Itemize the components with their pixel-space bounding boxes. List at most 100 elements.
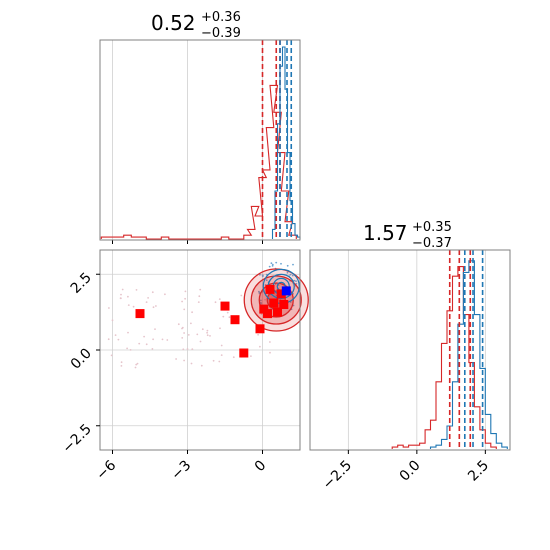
red-square-marker-4 xyxy=(255,324,265,334)
sample-point xyxy=(206,334,209,337)
red-square-marker-2 xyxy=(230,315,240,325)
ytick-label-bottom-left-0: −2.5 xyxy=(59,421,94,456)
sample-point xyxy=(126,347,128,350)
sample-point xyxy=(181,337,184,339)
red-square-marker-8 xyxy=(279,300,289,309)
sample-point xyxy=(260,313,263,316)
scatter-panel-bottom-left: −6 −3 0 −2.5 0.0 2.5 xyxy=(59,249,309,484)
red-square-marker-3 xyxy=(239,348,249,358)
red-histogram-bottom-right xyxy=(391,266,497,449)
sample-point-blue xyxy=(268,265,271,268)
sample-point xyxy=(184,297,187,300)
sample-point xyxy=(147,297,150,299)
sample-point xyxy=(218,298,221,300)
sample-point xyxy=(264,298,266,301)
sample-point xyxy=(120,293,122,296)
sample-point xyxy=(107,338,110,341)
sample-point xyxy=(127,304,130,306)
xtick-label-bottom-right-0: −2.5 xyxy=(320,458,355,493)
title-bottom-right: 1.57 +0.35 −0.37 xyxy=(363,220,452,251)
sample-point xyxy=(166,339,169,341)
sample-point xyxy=(206,331,209,334)
sample-point xyxy=(220,344,223,347)
sample-point xyxy=(114,334,117,336)
ytick-label-bottom-left-2: 2.5 xyxy=(68,270,95,297)
sample-point-blue xyxy=(258,290,260,293)
red-square-marker-7 xyxy=(276,289,286,299)
red-square-marker-11 xyxy=(259,304,269,314)
sample-point xyxy=(199,288,202,291)
sample-point-blue xyxy=(293,279,296,282)
sample-point xyxy=(127,295,129,298)
sample-point xyxy=(187,334,190,336)
sample-point-blue xyxy=(271,265,274,267)
sample-point xyxy=(120,361,123,364)
sample-point xyxy=(212,359,215,362)
red-square-marker-6 xyxy=(269,298,279,308)
sample-point-blue xyxy=(286,264,289,267)
title-top-left-lower: −0.39 xyxy=(201,26,241,41)
blue-square-marker xyxy=(281,286,291,296)
sample-point-blue xyxy=(275,261,278,264)
sample-point-blue xyxy=(286,271,289,274)
sample-point xyxy=(181,300,184,303)
sample-point xyxy=(110,354,113,357)
xtick-label-bottom-left-1: −3 xyxy=(168,458,194,484)
sample-point xyxy=(120,365,123,367)
sample-point xyxy=(218,360,221,363)
sample-point-blue xyxy=(260,299,262,302)
sample-point xyxy=(127,331,129,334)
sample-point xyxy=(175,358,178,360)
sample-point-blue xyxy=(291,274,294,277)
sample-point xyxy=(214,301,217,304)
sample-point xyxy=(200,364,203,367)
sample-point xyxy=(121,288,124,291)
sample-point xyxy=(190,322,192,325)
sample-point xyxy=(191,311,194,314)
sample-point xyxy=(257,333,259,336)
ytick-label-bottom-left-1: 0.0 xyxy=(68,346,95,373)
sample-point xyxy=(129,349,132,351)
sample-point xyxy=(108,307,110,309)
sample-point xyxy=(143,335,146,338)
sample-point xyxy=(183,332,186,334)
title-bottom-right-upper: +0.35 xyxy=(412,220,452,235)
sample-point xyxy=(182,348,185,351)
sample-point xyxy=(135,363,138,366)
sample-point xyxy=(199,340,202,343)
sample-point xyxy=(152,338,155,341)
sample-point xyxy=(259,345,261,348)
sample-point xyxy=(154,328,156,330)
title-top-left: 0.52 +0.36 −0.39 xyxy=(151,10,241,41)
sample-point xyxy=(209,335,211,337)
sample-point xyxy=(269,351,271,354)
sample-point xyxy=(145,343,148,346)
sample-point-blue xyxy=(261,275,264,278)
sample-point xyxy=(138,342,141,345)
sample-point-blue xyxy=(270,262,273,265)
sample-point-blue xyxy=(260,302,262,305)
sample-point xyxy=(196,333,199,336)
red-square-marker-1 xyxy=(220,301,230,311)
xtick-label-bottom-right-2: 2.5 xyxy=(465,458,492,485)
sample-point xyxy=(152,306,155,309)
red-square-marker-10 xyxy=(273,307,282,317)
sample-point xyxy=(220,354,223,356)
sample-point-blue xyxy=(289,273,292,276)
sample-point xyxy=(240,294,243,297)
sample-point xyxy=(145,301,148,303)
sample-point xyxy=(119,297,122,300)
sample-point xyxy=(155,305,157,307)
sample-point xyxy=(222,315,225,318)
sample-point xyxy=(117,338,120,341)
sample-point xyxy=(184,290,187,293)
blue-histogram-bottom-right xyxy=(429,260,508,449)
sample-point xyxy=(191,348,194,350)
histogram-panel-bottom-right: −2.5 0.0 2.5 xyxy=(309,249,511,493)
sample-point xyxy=(135,289,138,291)
title-bottom-right-lower: −0.37 xyxy=(412,236,452,251)
histogram-panel-top-left xyxy=(99,39,301,244)
sample-point xyxy=(198,295,201,298)
sample-point xyxy=(232,356,235,359)
sample-point xyxy=(183,359,186,362)
